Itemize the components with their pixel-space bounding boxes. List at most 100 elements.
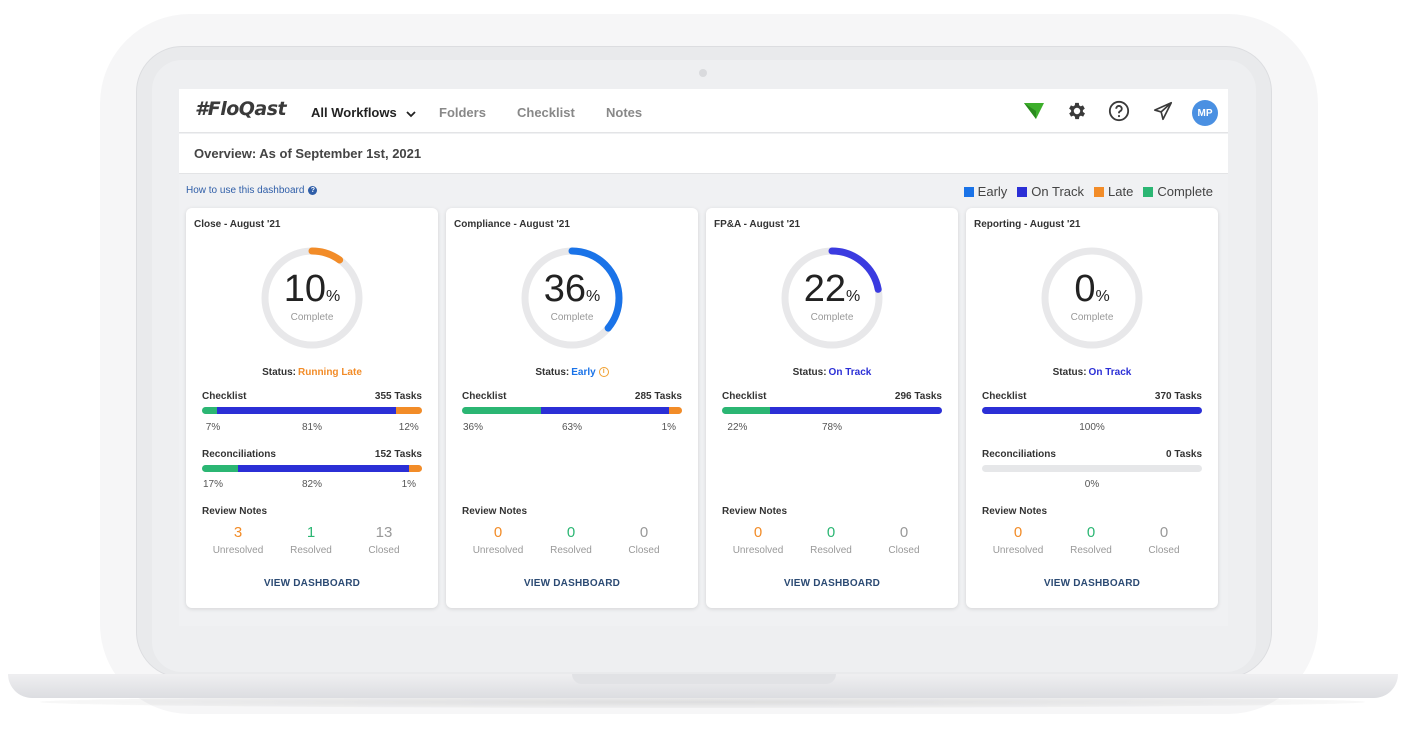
review-notes-unresolved[interactable]: 0 Unresolved (718, 524, 798, 556)
status-prefix: Status: (262, 367, 296, 378)
review-notes-closed-count: 0 (899, 524, 909, 541)
review-notes-closed[interactable]: 0 Closed (604, 524, 684, 556)
legend-item: Early (963, 184, 1007, 199)
reconciliations-progress-bar (202, 465, 422, 472)
reconciliations-label: Reconciliations (202, 449, 276, 460)
progress-ring: 0% Complete (1038, 244, 1146, 352)
review-notes-resolved-count: 0 (1086, 524, 1096, 541)
page-title: Overview: As of September 1st, 2021 (194, 146, 422, 161)
complete-label: Complete (1070, 312, 1114, 323)
gear-icon[interactable] (1066, 100, 1088, 122)
review-notes-closed-count: 0 (1159, 524, 1169, 541)
review-notes-closed-label: Closed (1148, 545, 1180, 556)
percent-value: 0 (1074, 268, 1096, 310)
percent-label: 1% (661, 422, 677, 433)
floqast-flag-icon[interactable] (1023, 100, 1045, 122)
percent-label: 36% (462, 422, 484, 433)
review-notes-unresolved-label: Unresolved (992, 545, 1044, 556)
legend-label: Late (1108, 184, 1134, 199)
legend-swatch (1017, 186, 1028, 197)
status-line: Status: Running Late (186, 367, 438, 378)
legend-label: Complete (1157, 184, 1213, 199)
checklist-progress-bar (202, 407, 422, 414)
nav-checklist[interactable]: Checklist (517, 105, 575, 120)
review-notes-unresolved[interactable]: 0 Unresolved (978, 524, 1058, 556)
floqast-logo[interactable]: #FloQast (195, 98, 287, 120)
review-notes-closed-count: 0 (639, 524, 649, 541)
percent-complete: 36% (518, 268, 626, 311)
progress-ring: 22% Complete (778, 244, 886, 352)
send-icon[interactable] (1152, 100, 1174, 122)
review-notes-title: Review Notes (982, 506, 1048, 517)
progress-ring-graphic (521, 247, 623, 349)
percent-label: 22% (727, 422, 748, 433)
review-notes-resolved[interactable]: 1 Resolved (271, 524, 351, 556)
status-value: On Track (1088, 367, 1132, 378)
view-dashboard-link[interactable]: VIEW DASHBOARD (263, 578, 361, 589)
review-notes-closed[interactable]: 13 Closed (344, 524, 424, 556)
help-dashboard-link[interactable]: How to use this dashboard ? (186, 185, 318, 196)
review-notes-resolved-count: 0 (566, 524, 576, 541)
bar-segment (541, 407, 669, 414)
help-icon[interactable] (1108, 100, 1130, 122)
review-notes-closed-count: 13 (375, 524, 393, 541)
percent-label: 63% (561, 422, 583, 433)
review-notes-resolved-label: Resolved (810, 545, 852, 556)
review-notes-unresolved-count: 3 (233, 524, 243, 541)
status-prefix: Status: (1052, 367, 1087, 378)
status-value: Early (571, 367, 596, 378)
progress-ring-graphic (261, 247, 363, 349)
percent-sign: % (326, 288, 341, 305)
view-dashboard-link[interactable]: VIEW DASHBOARD (783, 578, 881, 589)
bar-segment (202, 407, 218, 414)
review-notes-closed-label: Closed (888, 545, 920, 556)
review-notes-closed-label: Closed (368, 545, 400, 556)
question-icon: ? (308, 186, 318, 195)
review-notes-resolved[interactable]: 0 Resolved (1051, 524, 1131, 556)
complete-label: Complete (810, 312, 854, 323)
percent-complete: 22% (778, 268, 886, 311)
review-notes-title: Review Notes (722, 506, 788, 517)
progress-ring-graphic (781, 247, 883, 349)
bar-segment (395, 407, 422, 414)
user-avatar[interactable]: MP (1192, 100, 1218, 126)
bar-segment (462, 407, 542, 414)
view-dashboard-link[interactable]: VIEW DASHBOARD (523, 578, 621, 589)
bar-segment (237, 465, 410, 472)
workflow-card: FP&A - August '21 22% Complete Status: On Tr… (706, 208, 958, 608)
nav-notes[interactable]: Notes (606, 105, 643, 120)
percent-sign: % (846, 288, 861, 305)
bar-segment (409, 465, 422, 472)
overview-header: Overview: As of September 1st, 2021 (179, 134, 1228, 174)
legend-item: On Track (1017, 184, 1084, 199)
percent-value: 36 (543, 268, 587, 310)
checklist-progress-bar (462, 407, 682, 414)
review-notes-closed[interactable]: 0 Closed (864, 524, 944, 556)
review-notes-resolved[interactable]: 0 Resolved (791, 524, 871, 556)
nav-all-workflows[interactable]: All Workflows (311, 105, 416, 121)
review-notes-closed[interactable]: 0 Closed (1124, 524, 1204, 556)
bar-segment (770, 407, 942, 414)
review-notes-resolved[interactable]: 0 Resolved (531, 524, 611, 556)
bar-segment (722, 407, 771, 414)
card-title: FP&A - August '21 (714, 219, 801, 230)
review-notes-title: Review Notes (462, 506, 528, 517)
legend-label: On Track (1031, 184, 1085, 199)
percent-sign: % (586, 288, 601, 305)
review-notes-unresolved-label: Unresolved (732, 545, 784, 556)
reconciliations-task-count: 0 Tasks (1166, 449, 1202, 460)
review-notes-unresolved[interactable]: 0 Unresolved (458, 524, 538, 556)
checklist-task-count: 370 Tasks (1154, 391, 1202, 402)
view-dashboard-link[interactable]: VIEW DASHBOARD (1043, 578, 1141, 589)
checklist-task-count: 296 Tasks (894, 391, 942, 402)
workflow-card: Close - August '21 10% Complete Status: Runn… (186, 208, 438, 608)
nav-folders[interactable]: Folders (439, 105, 486, 120)
info-icon[interactable]: i (598, 367, 609, 378)
review-notes-unresolved-count: 0 (1013, 524, 1023, 541)
checklist-task-count: 285 Tasks (634, 391, 682, 402)
review-notes-resolved-label: Resolved (1070, 545, 1112, 556)
help-link-label: How to use this dashboard (186, 185, 305, 196)
checklist-label: Checklist (982, 391, 1027, 402)
status-line: Status: On Track (706, 367, 958, 378)
review-notes-unresolved[interactable]: 3 Unresolved (198, 524, 278, 556)
